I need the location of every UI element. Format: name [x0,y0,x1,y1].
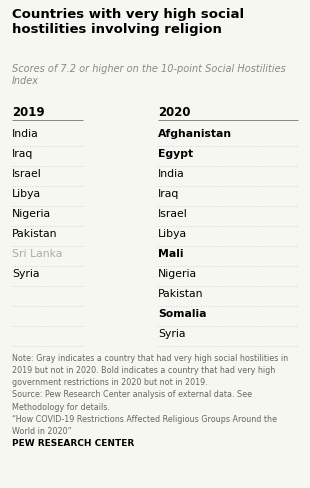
Text: Pakistan: Pakistan [12,229,57,239]
Text: Iraq: Iraq [12,149,33,159]
Text: Syria: Syria [12,269,39,279]
Text: Egypt: Egypt [158,149,193,159]
Text: Somalia: Somalia [158,309,206,319]
Text: 2020: 2020 [158,106,191,119]
Text: Israel: Israel [12,169,42,179]
Text: Syria: Syria [158,329,185,339]
Text: Nigeria: Nigeria [12,209,51,219]
Text: Iraq: Iraq [158,189,179,199]
Text: Scores of 7.2 or higher on the 10-point Social Hostilities
Index: Scores of 7.2 or higher on the 10-point … [12,64,286,86]
Text: Mali: Mali [158,249,184,259]
Text: Libya: Libya [12,189,41,199]
Text: Nigeria: Nigeria [158,269,197,279]
Text: India: India [12,129,39,139]
Text: 2019: 2019 [12,106,45,119]
Text: Pakistan: Pakistan [158,289,203,299]
Text: Afghanistan: Afghanistan [158,129,232,139]
Text: Libya: Libya [158,229,187,239]
Text: Sri Lanka: Sri Lanka [12,249,62,259]
Text: Israel: Israel [158,209,188,219]
Text: PEW RESEARCH CENTER: PEW RESEARCH CENTER [12,439,134,448]
Text: Countries with very high social
hostilities involving religion: Countries with very high social hostilit… [12,8,244,37]
Text: Note: Gray indicates a country that had very high social hostilities in
2019 but: Note: Gray indicates a country that had … [12,354,288,436]
Text: India: India [158,169,185,179]
